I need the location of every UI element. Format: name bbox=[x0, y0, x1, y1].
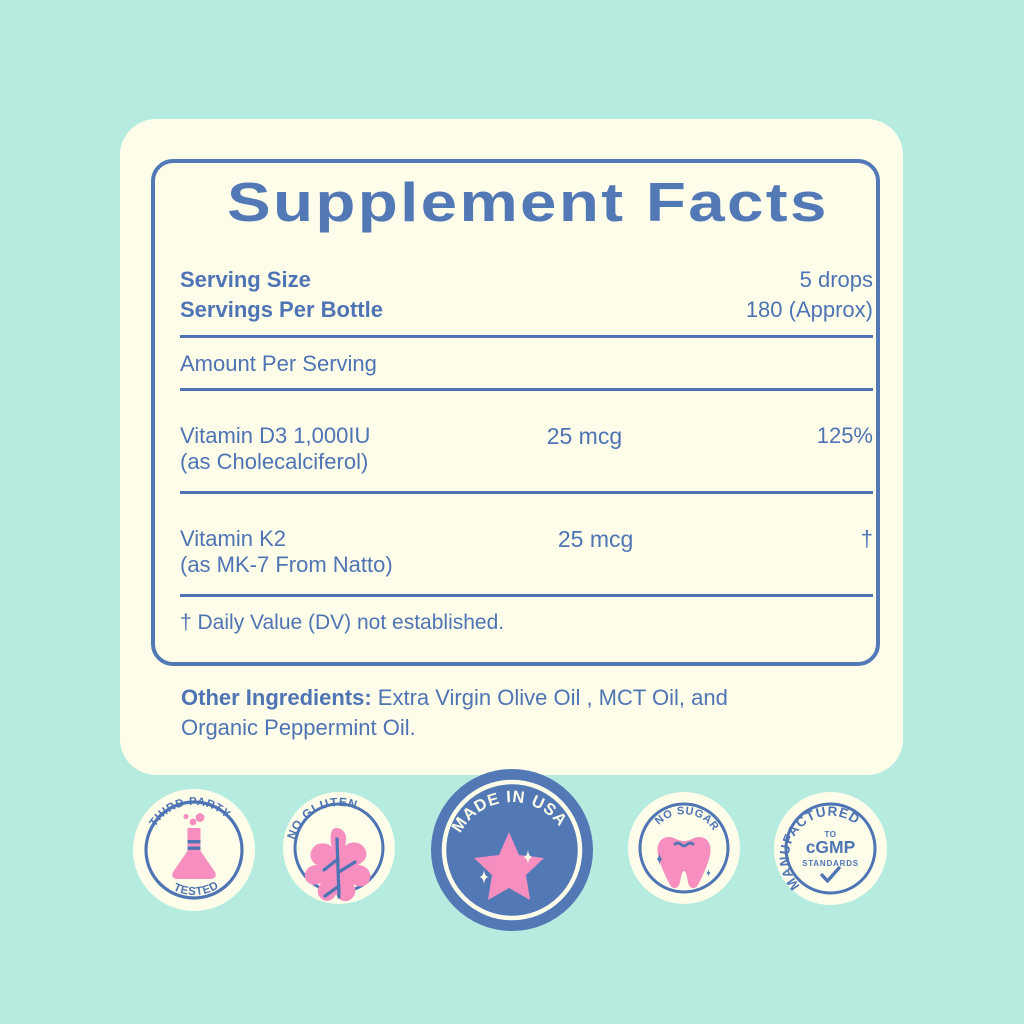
svg-text:STANDARDS: STANDARDS bbox=[802, 859, 859, 868]
svg-text:cGMP: cGMP bbox=[806, 837, 856, 857]
